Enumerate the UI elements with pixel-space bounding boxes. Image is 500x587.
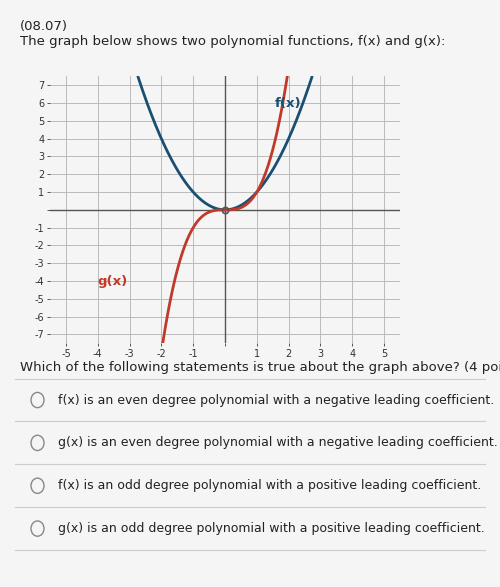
Text: (08.07): (08.07) [20,20,68,33]
Text: g(x): g(x) [98,275,128,288]
Text: f(x) is an odd degree polynomial with a positive leading coefficient.: f(x) is an odd degree polynomial with a … [58,479,481,492]
Text: g(x) is an odd degree polynomial with a positive leading coefficient.: g(x) is an odd degree polynomial with a … [58,522,484,535]
Text: The graph below shows two polynomial functions, f(x) and g(x):: The graph below shows two polynomial fun… [20,35,446,48]
Text: Which of the following statements is true about the graph above? (4 points): Which of the following statements is tru… [20,361,500,374]
Text: f(x) is an even degree polynomial with a negative leading coefficient.: f(x) is an even degree polynomial with a… [58,393,494,407]
Text: g(x) is an even degree polynomial with a negative leading coefficient.: g(x) is an even degree polynomial with a… [58,436,497,450]
Text: f(x): f(x) [274,97,301,110]
